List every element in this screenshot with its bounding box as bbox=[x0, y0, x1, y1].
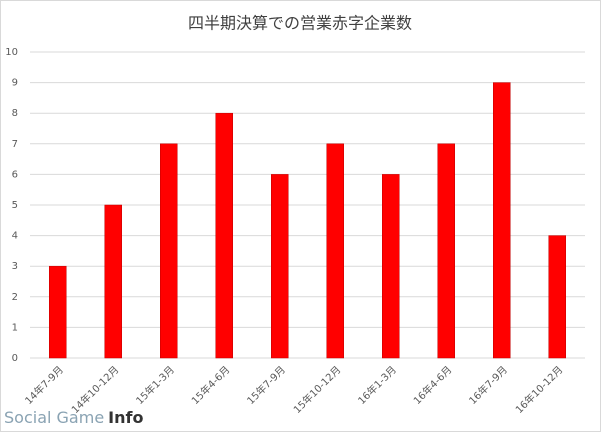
y-tick-label: 9 bbox=[12, 78, 18, 89]
y-tick-label: 7 bbox=[12, 139, 18, 150]
bar bbox=[493, 82, 511, 359]
y-tick-label: 1 bbox=[12, 322, 18, 333]
chart-title: 四半期決算での営業赤字企業数 bbox=[188, 14, 412, 33]
y-tick-label: 3 bbox=[12, 261, 18, 272]
y-tick-label: 6 bbox=[12, 169, 18, 180]
bar bbox=[326, 143, 344, 359]
watermark: Social Game Info bbox=[4, 408, 143, 427]
y-tick-label: 8 bbox=[12, 108, 18, 119]
bar bbox=[548, 235, 566, 359]
watermark-second: Info bbox=[108, 408, 143, 427]
bar bbox=[271, 174, 289, 359]
y-tick-label: 10 bbox=[5, 47, 18, 58]
bar bbox=[160, 143, 178, 359]
y-tick-label: 4 bbox=[12, 231, 18, 242]
bar bbox=[49, 265, 67, 359]
bar bbox=[104, 204, 122, 359]
bar bbox=[215, 112, 233, 359]
bar bbox=[437, 143, 455, 359]
y-tick-label: 0 bbox=[12, 353, 18, 364]
y-tick-label: 5 bbox=[12, 200, 18, 211]
y-tick-label: 2 bbox=[12, 292, 18, 303]
watermark-first: Social Game bbox=[4, 408, 104, 427]
bar bbox=[382, 174, 400, 359]
